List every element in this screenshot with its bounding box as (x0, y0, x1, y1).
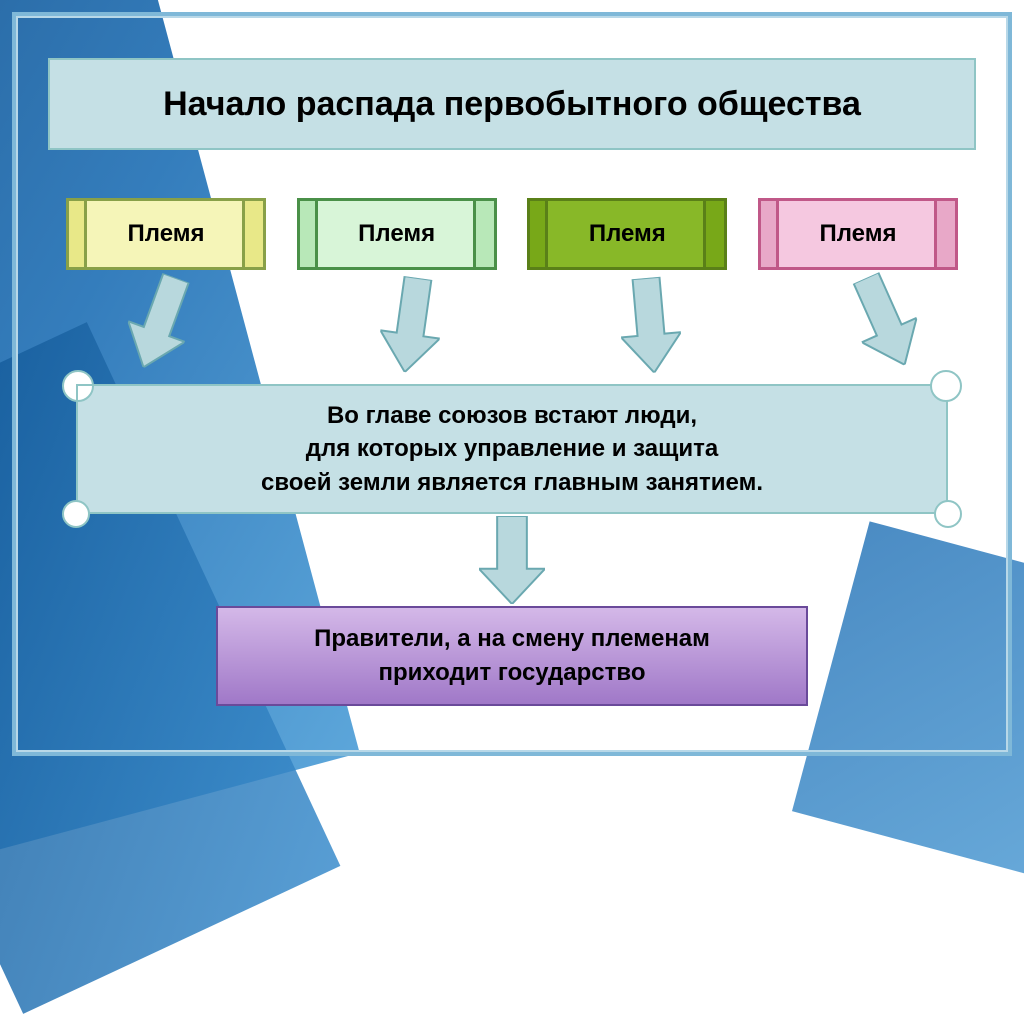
tribe-3: Племя (527, 198, 727, 270)
bottom-text: Правители, а на смену племенам приходит … (314, 622, 710, 689)
arrow-down-icon (616, 275, 684, 375)
tribe-label: Племя (358, 220, 435, 248)
tribe-label: Племя (128, 220, 205, 248)
tribe-1: Племя (66, 198, 266, 270)
tribes-row: Племя Племя Племя Племя (66, 198, 958, 278)
tribe-2: Племя (297, 198, 497, 270)
middle-text-box: Во главе союзов встают люди, для которых… (76, 384, 948, 514)
title-box: Начало распада первобытного общества (48, 58, 976, 150)
slide-frame: Начало распада первобытного общества Пле… (12, 12, 1012, 756)
bottom-text-box: Правители, а на смену племенам приходит … (216, 606, 808, 706)
arrow-down-icon (115, 268, 204, 378)
middle-text: Во главе союзов встают люди, для которых… (261, 399, 763, 500)
tribe-label: Племя (589, 220, 666, 248)
tribe-label: Племя (819, 220, 896, 248)
tribe-4: Племя (758, 198, 958, 270)
arrow-middle-down (479, 516, 545, 609)
arrow-down-icon (839, 266, 932, 377)
page-title: Начало распада первобытного общества (163, 85, 861, 124)
arrows-top-container (16, 278, 1008, 378)
arrow-down-icon (375, 274, 448, 376)
